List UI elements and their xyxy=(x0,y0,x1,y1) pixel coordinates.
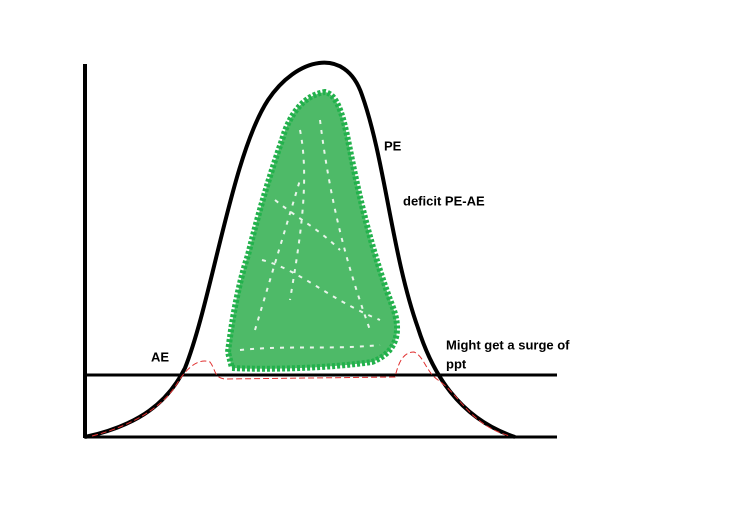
deficit-area xyxy=(224,88,401,372)
pe-curve xyxy=(84,60,516,439)
ae-label: AE xyxy=(151,349,169,364)
green-fill xyxy=(224,88,401,372)
surge-label: ppt xyxy=(446,356,467,371)
pe-label: PE xyxy=(384,138,402,153)
ae-curve xyxy=(91,351,511,437)
deficit-label: deficit PE-AE xyxy=(403,193,485,208)
surge-label: Might get a surge of xyxy=(446,337,570,352)
scribble xyxy=(239,119,381,351)
